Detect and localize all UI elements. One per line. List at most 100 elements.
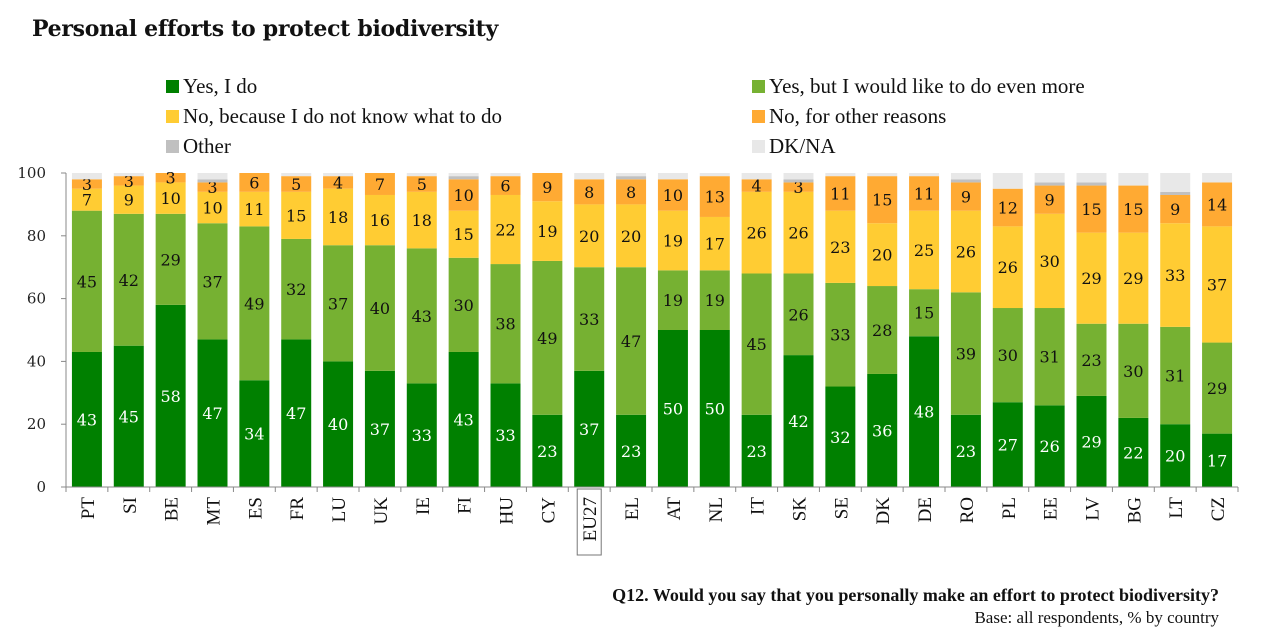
data-label-yes: 45	[119, 407, 139, 426]
bar-segment-dk-na	[783, 173, 814, 180]
data-label-yes: 47	[202, 404, 222, 423]
data-label-yes-more: 37	[328, 294, 348, 313]
bar-ee: 26 31 30 9	[1034, 173, 1065, 487]
data-label-no-dont-know: 18	[328, 208, 348, 227]
bar-segment-no-other	[992, 188, 1023, 227]
bar-segment-no-dont-know	[574, 204, 605, 268]
bar-segment-yes-more	[783, 273, 814, 356]
bar-segment-no-dont-know	[239, 191, 270, 227]
bar-segment-dk-na	[1160, 173, 1191, 192]
data-label-yes-more: 23	[1081, 351, 1101, 370]
data-label-yes: 23	[537, 442, 557, 461]
bar-segment-no-dont-know	[490, 194, 521, 265]
bar-segment-dk-na	[1034, 173, 1065, 183]
bar-segment-yes-more	[1202, 342, 1233, 434]
data-label-yes: 20	[1165, 447, 1185, 466]
data-label-yes: 23	[746, 442, 766, 461]
bar-segment-dk-na	[1076, 173, 1107, 183]
legend-swatch-yes	[166, 80, 179, 93]
bar-segment-no-dont-know	[1118, 232, 1149, 324]
data-label-yes-more: 40	[370, 299, 390, 318]
bar-segment-yes	[1034, 405, 1065, 487]
x-tick-label-lv: LV	[1083, 497, 1104, 521]
bar-dk: 36 28 20 15	[867, 173, 898, 487]
data-label-no-dont-know: 17	[705, 235, 725, 254]
data-label-yes-more: 33	[579, 310, 599, 329]
data-label-yes: 47	[286, 404, 306, 423]
data-label-no-dont-know: 11	[244, 200, 264, 219]
bar-segment-yes	[532, 414, 563, 487]
bar-lt: 20 31 33 9	[1160, 173, 1191, 487]
y-tick-label: 100	[17, 164, 46, 182]
bar-segment-yes	[197, 339, 228, 487]
data-label-no-other: 12	[998, 199, 1018, 218]
bar-segment-yes	[741, 414, 772, 487]
data-label-no-dont-know: 20	[872, 246, 892, 265]
x-tick-label-uk: UK	[371, 497, 392, 525]
bar-at: 50 19 19 10	[657, 173, 688, 487]
x-tick-label-fi: FI	[455, 497, 476, 514]
bar-segment-no-other	[909, 176, 940, 211]
bar-segment-other	[1034, 182, 1065, 186]
data-label-yes: 34	[244, 425, 264, 444]
data-label-no-dont-know: 15	[286, 206, 306, 225]
bar-segment-no-other	[783, 182, 814, 192]
x-tick-label-eu27: EU27	[580, 497, 601, 541]
bar-segment-no-other	[532, 173, 563, 202]
bar-segment-no-other	[1118, 185, 1149, 233]
x-tick-label-si: SI	[120, 497, 141, 514]
data-label-no-dont-know: 26	[956, 243, 976, 262]
bar-segment-other	[197, 179, 228, 183]
data-label-no-dont-know: 33	[1165, 266, 1185, 285]
x-tick-label-cz: CZ	[1208, 497, 1229, 521]
bar-segment-no-other	[364, 173, 395, 195]
data-label-no-other: 8	[626, 183, 636, 202]
bar-segment-yes-more	[155, 213, 186, 305]
bar-segment-no-dont-know	[364, 194, 395, 246]
bar-segment-no-other	[281, 176, 312, 192]
bar-segment-yes	[574, 370, 605, 487]
bar-segment-dk-na	[71, 173, 102, 180]
data-label-no-dont-know: 10	[202, 199, 222, 218]
data-label-no-dont-know: 25	[914, 241, 934, 260]
data-label-yes: 29	[1081, 432, 1101, 451]
bar-segment-dk-na	[950, 173, 981, 180]
y-tick-label: 20	[27, 415, 46, 433]
data-label-yes: 32	[830, 428, 850, 447]
legend-swatch-no-other	[752, 110, 765, 123]
data-label-yes-more: 49	[537, 329, 557, 348]
bar-segment-no-other	[950, 182, 981, 211]
bar-segment-dk-na	[992, 173, 1023, 189]
data-label-yes-more: 30	[998, 346, 1018, 365]
bar-si: 45 42 93	[113, 172, 144, 487]
data-label-no-other: 9	[1170, 200, 1180, 219]
data-label-yes-more: 37	[202, 272, 222, 291]
x-tick-label-ee: EE	[1041, 497, 1062, 520]
bar-segment-yes-more	[71, 210, 102, 352]
data-label-yes: 36	[872, 421, 892, 440]
data-label-no-other: 3	[124, 172, 134, 191]
data-label-yes-more: 15	[914, 304, 934, 323]
bar-segment-no-other	[657, 179, 688, 211]
x-tick-label-ie: IE	[413, 497, 434, 515]
bar-segment-no-dont-know	[71, 188, 102, 211]
bar-segment-yes	[155, 304, 186, 487]
data-label-no-other: 8	[584, 183, 594, 202]
x-tick-label-sk: SK	[790, 497, 811, 522]
bar-segment-yes-more	[1034, 308, 1065, 406]
bar-segment-no-other	[867, 176, 898, 224]
x-tick-label-lt: LT	[1166, 497, 1187, 519]
y-tick-label: 40	[27, 352, 46, 370]
data-label-yes-more: 26	[788, 305, 808, 324]
bar-segment-yes-more	[1118, 323, 1149, 418]
bar-segment-yes-more	[699, 270, 730, 330]
data-label-no-dont-know: 22	[495, 221, 515, 240]
bar-segment-no-dont-know	[532, 201, 563, 261]
bar-segment-other	[1160, 191, 1191, 195]
bar-segment-other	[616, 176, 647, 180]
data-label-yes: 42	[788, 412, 808, 431]
data-label-yes-more: 29	[1207, 379, 1227, 398]
data-label-no-other: 3	[207, 178, 217, 197]
bar-segment-dk-na	[1202, 173, 1233, 183]
data-label-yes: 58	[160, 387, 180, 406]
